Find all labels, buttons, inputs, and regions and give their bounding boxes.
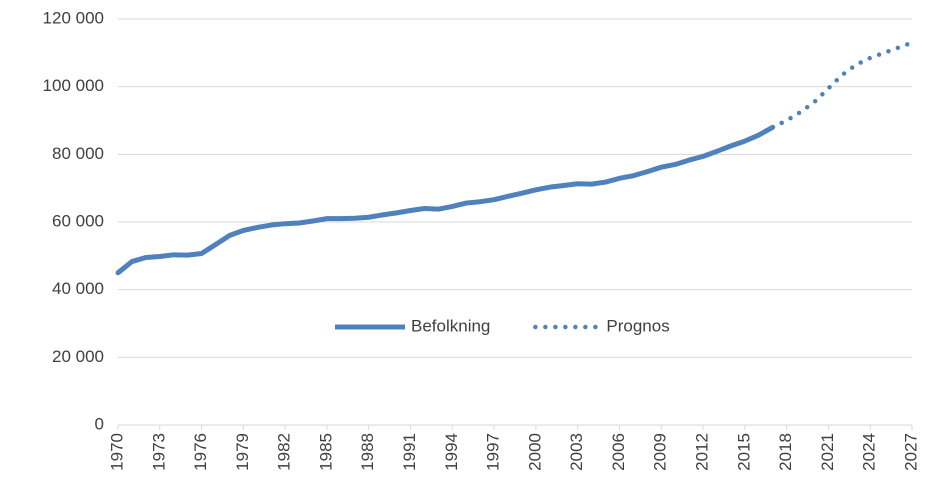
x-tick-label: 2006 xyxy=(609,433,628,471)
y-tick-label: 20 000 xyxy=(52,347,104,366)
y-tick-label: 100 000 xyxy=(43,76,104,95)
x-tick-label: 2018 xyxy=(776,433,795,471)
x-tick-label: 1979 xyxy=(233,433,252,471)
x-tick-label: 2021 xyxy=(818,433,837,471)
x-tick-label: 2024 xyxy=(860,433,879,471)
legend-label: Befolkning xyxy=(411,316,490,335)
line-series xyxy=(770,40,915,130)
x-tick-label: 1988 xyxy=(358,433,377,471)
y-tick-label: 80 000 xyxy=(52,144,104,163)
line-series xyxy=(115,124,776,276)
x-tick-label: 2009 xyxy=(651,433,670,471)
y-tick-label: 60 000 xyxy=(52,211,104,230)
y-tick-label: 0 xyxy=(95,414,104,433)
x-tick-label: 2000 xyxy=(525,433,544,471)
x-tick-label: 1982 xyxy=(275,433,294,471)
legend-label: Prognos xyxy=(606,316,669,335)
x-tick-label: 1973 xyxy=(149,433,168,471)
y-tick-label: 40 000 xyxy=(52,279,104,298)
x-tick-label: 1970 xyxy=(107,433,126,471)
legend: Befolkning Prognos xyxy=(335,316,670,335)
x-tick-label: 1985 xyxy=(316,433,335,471)
x-tick-label: 1994 xyxy=(442,433,461,471)
x-tick-label: 1997 xyxy=(484,433,503,471)
y-tick-label: 120 000 xyxy=(43,8,104,27)
x-tick-label: 2012 xyxy=(693,433,712,471)
x-tick-label: 2027 xyxy=(901,433,920,471)
x-tick-label: 2015 xyxy=(734,433,753,471)
x-tick-label: 1976 xyxy=(191,433,210,471)
x-tick-label: 2003 xyxy=(567,433,586,471)
x-tick-label: 1991 xyxy=(400,433,419,471)
